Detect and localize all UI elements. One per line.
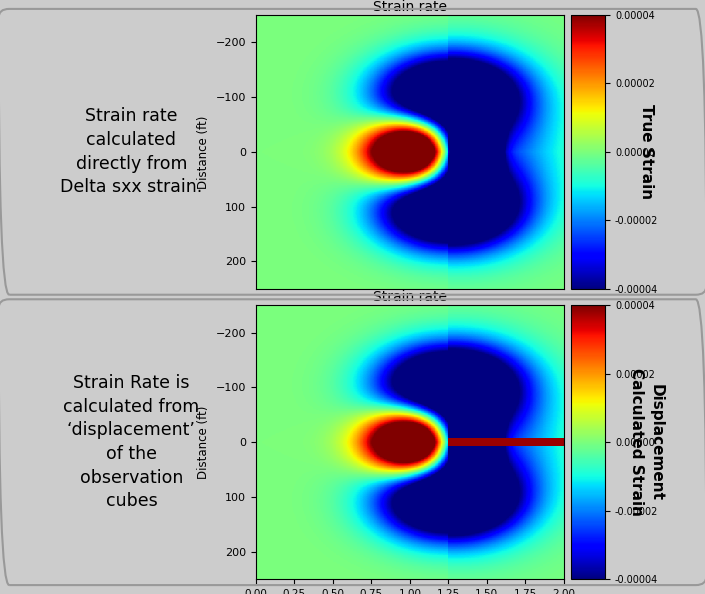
Text: Strain rate
calculated
directly from
Delta sxx strain.: Strain rate calculated directly from Del… — [61, 108, 202, 196]
Text: Strain Rate is
calculated from
‘displacement’
of the
observation
cubes: Strain Rate is calculated from ‘displace… — [63, 374, 200, 510]
Title: Strain rate: Strain rate — [373, 290, 447, 304]
Text: True Strain: True Strain — [639, 105, 654, 200]
Y-axis label: Distance (ft): Distance (ft) — [197, 115, 210, 188]
Title: Strain rate: Strain rate — [373, 0, 447, 14]
Text: Displacement
Calculated Strain: Displacement Calculated Strain — [629, 368, 664, 516]
Y-axis label: Distance (ft): Distance (ft) — [197, 406, 210, 479]
